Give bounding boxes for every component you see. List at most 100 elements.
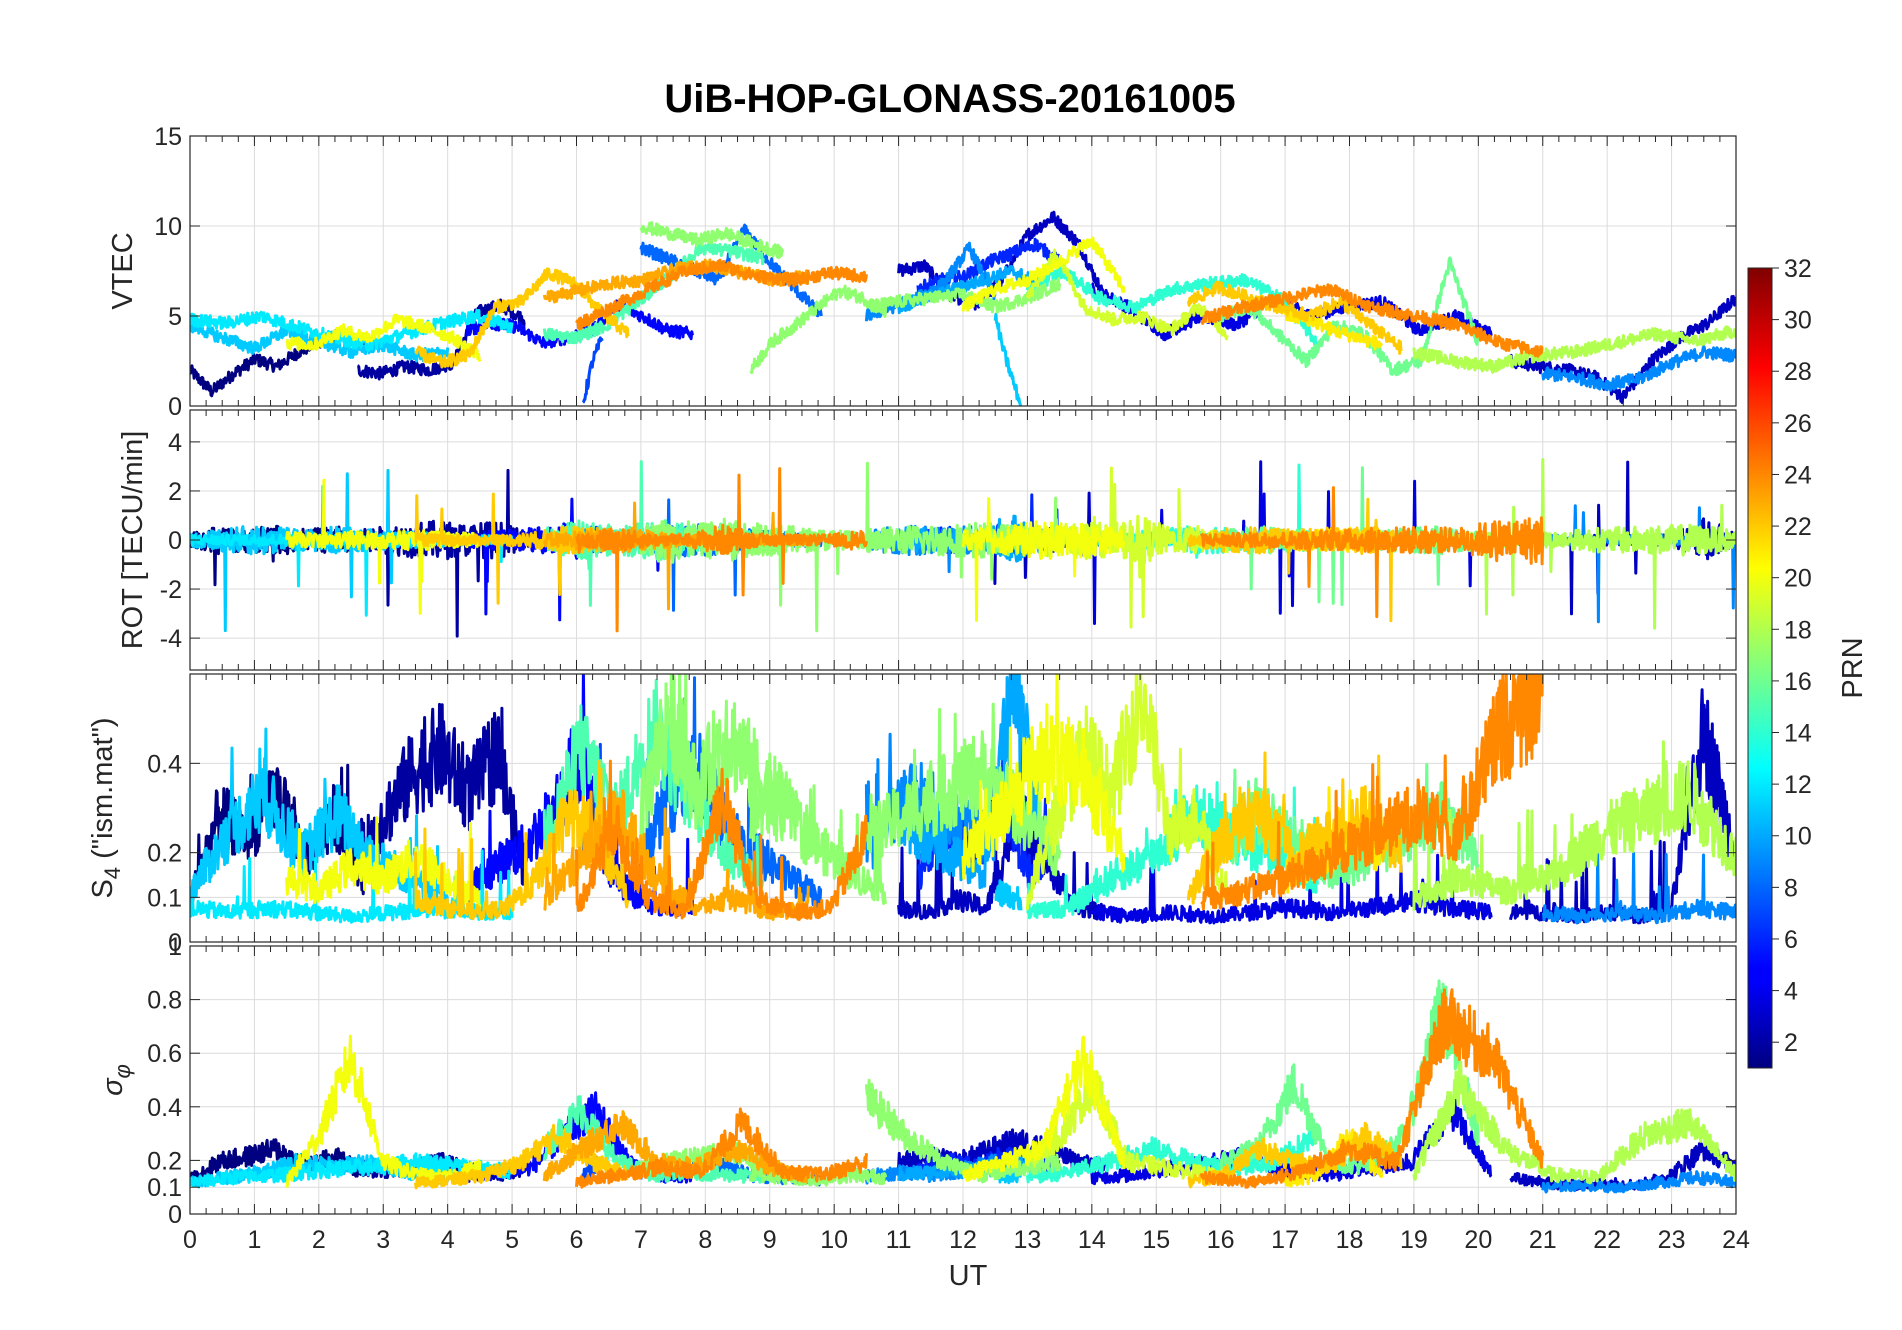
y-tick-label: 0 (168, 393, 182, 421)
series-line-prn-22 (414, 1123, 629, 1190)
y-tick-label: 0.2 (147, 1147, 182, 1175)
series-line-prn-15 (542, 678, 765, 893)
x-tick-label: 15 (1142, 1226, 1170, 1254)
y-tick-label: 1 (168, 933, 182, 961)
panel-sigma-ticks (189, 945, 1737, 1215)
x-tick-label: 23 (1658, 1226, 1686, 1254)
y-tick-label: 15 (154, 123, 182, 151)
colorbar-tick-label: 26 (1784, 410, 1812, 438)
colorbar-tick-label: 28 (1784, 358, 1812, 386)
x-tick-label: 13 (1014, 1226, 1042, 1254)
series-line-prn-20 (285, 313, 482, 363)
series-line-prn-18 (1412, 740, 1736, 911)
series-line-prn-18 (1412, 1060, 1736, 1185)
series-line-prn-22 (414, 267, 630, 369)
series-line-prn-20 (285, 1034, 482, 1188)
series-line-prn-17 (749, 284, 888, 375)
y-tick-label: 0 (168, 929, 182, 957)
panel-vtec-ticks (189, 135, 1737, 407)
x-tick-label: 1 (247, 1226, 261, 1254)
series-line-prn-19 (1025, 674, 1229, 910)
x-axis-label: UT (949, 1260, 988, 1292)
y-tick-label: 0.1 (147, 884, 182, 912)
series-line-prn-12 (190, 1152, 514, 1188)
series-line-prn-24 (1200, 674, 1544, 911)
series-line-prn-20 (961, 497, 1126, 622)
series-line-prn-24 (575, 258, 868, 331)
x-tick-label: 19 (1400, 1226, 1428, 1254)
panel-sigma-ylabel: σφ (97, 1064, 135, 1096)
colorbar-tick-label: 8 (1784, 874, 1798, 902)
panel-sigma-series (190, 979, 1736, 1194)
chart-title: UiB-HOP-GLONASS-20161005 (664, 77, 1235, 121)
colorbar-tick-label: 16 (1784, 668, 1812, 696)
y-tick-label: 0 (168, 527, 182, 555)
x-tick-label: 18 (1336, 1226, 1364, 1254)
colorbar-tick-label: 2 (1784, 1029, 1798, 1057)
colorbar-gradient (1747, 267, 1773, 1069)
panel-s4-series (190, 674, 1736, 925)
series-line-prn-17 (639, 221, 785, 260)
series-line-prn-12 (190, 308, 514, 352)
y-tick-label: -4 (160, 625, 182, 653)
series-line-prn-2 (356, 702, 527, 886)
panel-rot-ylabel: ROT [TECU/min] (117, 431, 149, 650)
series-line-prn-10 (897, 674, 1042, 890)
x-tick-label: 22 (1593, 1226, 1621, 1254)
colorbar-tick-label: 18 (1784, 616, 1812, 644)
panel-rot-series (190, 458, 1736, 638)
colorbar-tick-label: 14 (1784, 720, 1812, 748)
series-line-prn-24 (575, 467, 868, 633)
series-line-prn-11 (993, 312, 1022, 406)
series-line-prn-9 (1541, 1170, 1736, 1194)
series-line-prn-20 (961, 674, 1126, 880)
series-line-prn-9 (1541, 851, 1736, 925)
x-tick-label: 5 (505, 1226, 519, 1254)
y-tick-label: 0.4 (147, 750, 182, 778)
x-tick-label: 17 (1271, 1226, 1299, 1254)
x-tick-label: 11 (886, 1226, 912, 1254)
colorbar-tick-label: 4 (1784, 978, 1798, 1006)
y-tick-label: 4 (168, 429, 182, 457)
series-line-prn-23 (543, 789, 810, 921)
colorbar-tick-label: 22 (1784, 513, 1812, 541)
x-tick-label: 16 (1207, 1226, 1235, 1254)
panel-s4-ylabel: S4 ("ism.mat") (87, 717, 125, 898)
y-tick-label: -2 (160, 576, 182, 604)
x-tick-label: 14 (1078, 1226, 1106, 1254)
panel-vtec-series (190, 210, 1736, 406)
panel-s4-ticks (189, 674, 1737, 943)
series-line-prn-24 (575, 1107, 868, 1189)
x-tick-label: 3 (376, 1226, 390, 1254)
panel-vtec: 0 5 10 15 VTEC (107, 123, 1737, 421)
x-tick-label: 21 (1529, 1226, 1557, 1254)
y-tick-label: 0.6 (147, 1040, 182, 1068)
series-line-prn-7 (581, 336, 604, 404)
colorbar-tick-label: 6 (1784, 926, 1798, 954)
panel-rot-ticks (189, 410, 1737, 670)
x-tick-label: 4 (441, 1226, 455, 1254)
series-line-prn-11 (994, 879, 1023, 911)
series-line-prn-19 (1025, 1070, 1229, 1185)
y-tick-label: 0.4 (147, 1094, 182, 1122)
series-line-prn-11 (190, 727, 450, 907)
series-line-prn-17 (639, 674, 785, 843)
y-tick-label: 2 (168, 478, 182, 506)
y-tick-label: 10 (154, 213, 182, 241)
series-line-prn-22 (1187, 280, 1403, 355)
y-tick-label: 0.1 (147, 1174, 182, 1202)
colorbar-tick-label: 20 (1784, 565, 1812, 593)
y-tick-label: 0 (168, 1201, 182, 1229)
series-line-prn-24 (1199, 988, 1545, 1189)
series-line-prn-17 (864, 1078, 1062, 1184)
panel-rot: -4 -2 0 2 4 ROT [TECU/min] (117, 409, 1737, 671)
colorbar-tick-label: 12 (1784, 771, 1812, 799)
panel-vtec-ylabel: VTEC (107, 232, 139, 309)
x-tick-label: 24 (1722, 1226, 1750, 1254)
series-line-prn-20 (285, 816, 482, 912)
series-line-prn-17 (749, 1166, 888, 1187)
x-tick-label: 7 (634, 1226, 648, 1254)
colorbar-label: PRN (1837, 637, 1869, 698)
